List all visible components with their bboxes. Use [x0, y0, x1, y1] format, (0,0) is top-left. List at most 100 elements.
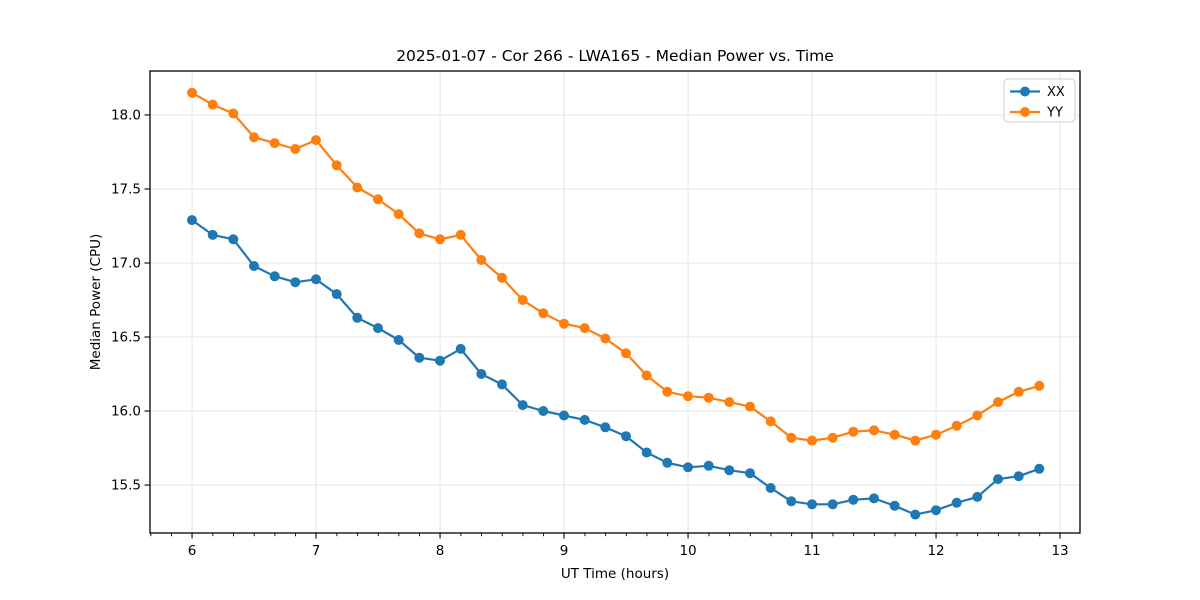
data-point	[889, 429, 900, 440]
data-point	[311, 274, 321, 285]
data-point	[435, 234, 445, 245]
x-tick-label: 8	[436, 543, 445, 559]
x-tick-label: 6	[188, 543, 197, 559]
data-point	[290, 277, 301, 288]
data-point	[745, 401, 755, 412]
data-point	[724, 465, 735, 476]
data-point	[228, 108, 239, 119]
x-axis: 6 7 8 9 10 11 12 13	[150, 533, 1069, 559]
data-point	[331, 289, 342, 300]
data-point	[579, 414, 590, 425]
data-point	[497, 272, 507, 283]
data-point	[951, 420, 962, 431]
data-point	[827, 499, 838, 510]
data-point	[538, 308, 549, 319]
legend: XX YY	[1003, 78, 1076, 123]
legend-marker	[1020, 86, 1030, 97]
chart-title: 2025-01-07 - Cor 266 - LWA165 - Median P…	[396, 47, 834, 65]
data-point	[724, 397, 735, 408]
series-yy	[187, 87, 1045, 446]
data-point	[187, 215, 197, 226]
data-point	[373, 194, 383, 205]
x-tick-label: 9	[560, 543, 569, 559]
y-axis: 15.5 16.0 16.5 17.0 17.5 18.0	[111, 107, 150, 494]
data-point	[641, 370, 652, 381]
data-point	[207, 229, 218, 240]
x-tick-label: 12	[927, 543, 944, 559]
data-point	[393, 335, 404, 345]
data-point	[703, 392, 714, 403]
data-point	[600, 422, 611, 433]
data-point	[807, 499, 817, 510]
data-point	[848, 426, 859, 437]
data-point	[331, 160, 342, 171]
data-point	[290, 144, 301, 154]
data-point	[476, 369, 487, 379]
data-point	[414, 352, 425, 363]
data-point	[807, 435, 817, 446]
data-point	[621, 348, 631, 359]
y-axis-label: Median Power (CPU)	[88, 234, 104, 370]
data-point	[249, 261, 259, 271]
data-point	[1034, 380, 1045, 391]
data-point	[187, 87, 197, 98]
data-point	[786, 432, 797, 443]
data-point	[662, 386, 673, 397]
y-tick-label: 17.5	[111, 181, 141, 197]
data-point	[765, 483, 776, 493]
data-point	[559, 318, 569, 329]
data-point	[910, 509, 921, 520]
data-point	[662, 457, 673, 468]
data-point	[559, 410, 569, 421]
data-point	[993, 397, 1003, 408]
data-point	[621, 431, 631, 442]
data-point	[972, 491, 983, 502]
y-tick-label: 16.0	[111, 404, 141, 420]
x-axis-label: UT Time (hours)	[561, 566, 669, 582]
series-xx	[187, 215, 1045, 520]
chart-render-layer: 6 7 8 9 10 11 12 13 15.5 16.0 16.5 17.0 17.5 18.0 XX YY	[111, 70, 1081, 559]
data-point	[228, 234, 239, 245]
data-point	[1013, 471, 1024, 482]
x-tick-label: 11	[803, 543, 820, 559]
data-point	[910, 435, 921, 446]
data-point	[869, 425, 879, 436]
x-tick-label: 10	[679, 543, 696, 559]
legend-marker	[1020, 107, 1030, 117]
legend-entry-xx: XX	[1010, 85, 1065, 100]
x-tick-label: 13	[1051, 543, 1068, 559]
axes-box	[149, 70, 1081, 534]
x-tick-label: 7	[312, 543, 321, 559]
data-point	[579, 323, 590, 334]
series-line	[191, 91, 1040, 442]
data-point	[1034, 463, 1045, 474]
data-point	[641, 447, 652, 458]
data-point	[414, 228, 425, 239]
data-point	[517, 400, 528, 411]
data-point	[207, 99, 218, 110]
data-point	[517, 295, 528, 305]
data-point	[931, 505, 941, 516]
data-point	[352, 312, 363, 323]
data-point	[993, 474, 1003, 485]
data-point	[393, 209, 404, 220]
data-point	[269, 138, 280, 149]
data-point	[786, 496, 797, 507]
data-point	[745, 468, 755, 479]
data-point	[435, 355, 445, 366]
data-point	[972, 410, 983, 421]
data-point	[249, 132, 259, 143]
legend-label: YY	[1046, 106, 1063, 121]
data-point	[455, 343, 466, 354]
y-tick-label: 17.0	[111, 255, 141, 271]
data-point	[683, 391, 693, 402]
y-tick-label: 16.5	[111, 330, 141, 346]
series-line	[191, 219, 1040, 516]
data-point	[931, 429, 941, 440]
data-point	[889, 500, 900, 511]
data-point	[476, 255, 487, 265]
data-point	[352, 182, 363, 193]
grid	[150, 71, 1080, 533]
